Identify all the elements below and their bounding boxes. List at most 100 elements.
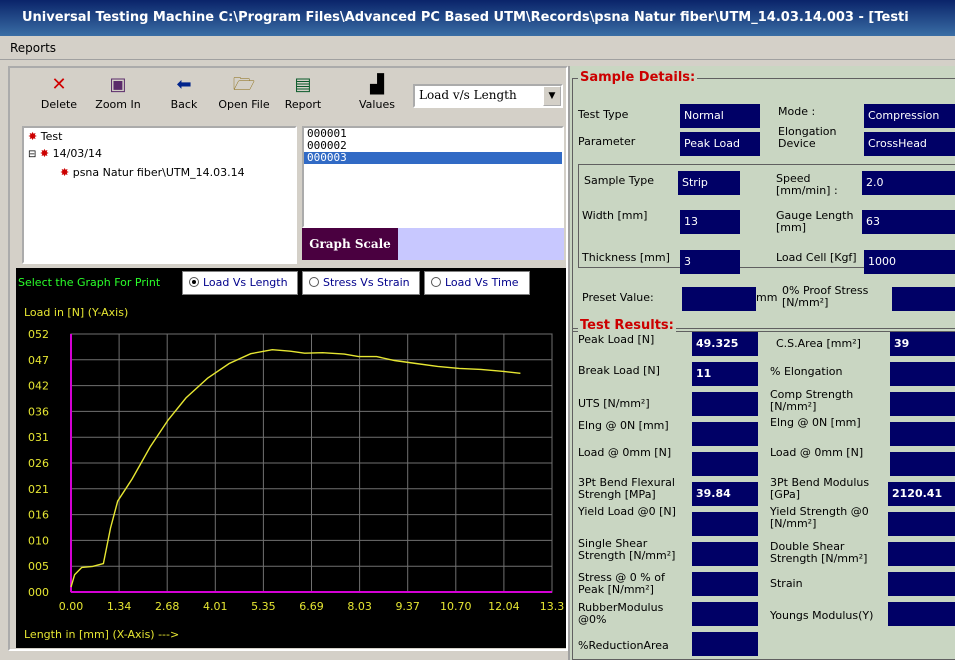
x-tick-label: 13.3: [540, 600, 565, 613]
gauge-length-value: 63: [862, 210, 955, 234]
sample-type-value: Strip: [678, 171, 740, 195]
yield-strength-value: [888, 512, 955, 536]
yield-load-value: [692, 512, 758, 536]
radio-stress-vs-strain[interactable]: Stress Vs Strain: [302, 271, 420, 295]
parameter-value: Peak Load: [680, 132, 760, 156]
break-load-label: Break Load [N]: [578, 364, 660, 377]
strain-value: [888, 572, 955, 596]
list-item[interactable]: 000002: [307, 139, 347, 152]
zoom-in-button[interactable]: ▣ Zoom In: [94, 72, 142, 120]
values-button[interactable]: ▟ Values: [352, 72, 402, 120]
preset-value-input[interactable]: [682, 287, 756, 311]
tree-record-label: psna Natur fiber\UTM_14.03.14: [72, 166, 245, 179]
double-shear-label: Double Shear Strength [N/mm²]: [770, 540, 868, 565]
double-shear-value: [888, 542, 955, 566]
flexural-strength-label: 3Pt Bend Flexural Strengh [MPa]: [578, 476, 675, 501]
graph-scale-button[interactable]: Graph Scale: [302, 228, 398, 260]
y-tick-label: 031: [28, 431, 49, 444]
thickness-label: Thickness [mm]: [582, 251, 670, 264]
x-tick-label: 9.37: [395, 600, 420, 613]
collapse-icon[interactable]: ⊟: [28, 149, 37, 160]
comp-strength-value: [890, 392, 955, 416]
chart-svg: 000 005 010 016 021 026 031 036 042 047 052 0.00 1.3…: [24, 306, 565, 641]
yield-load-label: Yield Load @0 [N]: [578, 505, 676, 518]
x-tick-label: 0.00: [59, 600, 84, 613]
radio-load-vs-length-label: Load Vs Length: [203, 276, 288, 289]
y-tick-label: 005: [28, 560, 49, 573]
test-type-value: Normal: [680, 104, 760, 128]
y-tick-label: 026: [28, 457, 49, 470]
width-value: 13: [680, 210, 740, 234]
load-0mm-value: [692, 452, 758, 476]
width-label: Width [mm]: [582, 209, 648, 222]
burst-icon: ✸: [39, 147, 50, 160]
y-tick-label: 010: [28, 534, 49, 547]
y-tick-label: 042: [28, 380, 49, 393]
cs-area-value: 39: [890, 332, 955, 356]
menu-bar: Reports: [0, 36, 955, 60]
radio-load-vs-length[interactable]: Load Vs Length: [182, 271, 298, 295]
chevron-down-icon[interactable]: ▼: [543, 86, 561, 106]
menu-reports[interactable]: Reports: [10, 41, 57, 55]
open-file-button[interactable]: 🗁 Open File: [216, 72, 272, 120]
cs-area-label: C.S.Area [mm²]: [776, 337, 861, 350]
bend-modulus-value: 2120.41: [888, 482, 955, 506]
youngs-modulus-label: Youngs Modulus(Y): [770, 609, 874, 622]
single-shear-label: Single Shear Strength [N/mm²]: [578, 537, 676, 562]
x-tick-label: 8.03: [347, 600, 372, 613]
peak-load-value: 49.325: [692, 332, 758, 356]
parameter-label: Parameter: [578, 135, 636, 148]
speed-label: Speed [mm/min] :: [776, 172, 838, 197]
graph-type-select[interactable]: Load v/s Length ▼: [413, 84, 563, 108]
window-title: Universal Testing Machine C:\Program Fil…: [0, 0, 955, 36]
radio-unselected-icon: [431, 277, 441, 287]
y-tick-label: 036: [28, 405, 49, 418]
elongation-device-value: CrossHead: [864, 132, 955, 156]
x-tick-label: 2.68: [155, 600, 180, 613]
load-cell-value: 1000: [864, 250, 955, 274]
test-results-title: Test Results:: [578, 318, 676, 333]
strain-label: Strain: [770, 577, 803, 590]
flexural-strength-value: 39.84: [692, 482, 758, 506]
tree-node-record[interactable]: ✸ psna Natur fiber\UTM_14.03.14: [60, 166, 245, 179]
peak-load-label: Peak Load [N]: [578, 333, 655, 346]
tree-node-test[interactable]: ✸ Test: [28, 130, 62, 143]
x-tick-label: 12.04: [488, 600, 520, 613]
radio-selected-icon: [189, 277, 199, 287]
radio-load-vs-time[interactable]: Load Vs Time: [424, 271, 530, 295]
x-axis-label: Length in [mm] (X-Axis) --->: [24, 628, 179, 641]
values-label: Values: [359, 98, 395, 111]
radio-unselected-icon: [309, 277, 319, 287]
list-item-selected[interactable]: 000003: [304, 152, 562, 164]
open-folder-icon: 🗁: [232, 74, 256, 95]
yield-strength-label: Yield Strength @0 [N/mm²]: [770, 505, 869, 530]
elng-0n-label: Elng @ 0N [mm]: [578, 419, 669, 432]
delete-label: Delete: [40, 98, 78, 111]
elng-0n-right-value: [890, 422, 955, 446]
tree-node-date[interactable]: ⊟ ✸ 14/03/14: [28, 147, 102, 160]
radio-stress-vs-strain-label: Stress Vs Strain: [323, 276, 410, 289]
stress-peak-label: Stress @ 0 % of Peak [N/mm²]: [578, 571, 665, 596]
mode-value: Compression: [864, 104, 955, 128]
values-icon: ▟: [370, 74, 384, 95]
delete-button[interactable]: ✕ Delete: [40, 72, 78, 120]
gauge-length-label: Gauge Length [mm]: [776, 209, 854, 234]
x-tick-label: 5.35: [251, 600, 276, 613]
elongation-value: [890, 362, 955, 386]
report-button[interactable]: ▤ Report: [276, 72, 330, 120]
preset-value-label: Preset Value:: [582, 291, 654, 304]
y-tick-label: 016: [28, 509, 49, 522]
toolbar: ✕ Delete ▣ Zoom In ⬅ Back 🗁 Open File ▤ …: [10, 72, 568, 122]
proof-stress-label: 0% Proof Stress [N/mm²]: [782, 284, 869, 309]
tree-date-label: 14/03/14: [52, 147, 103, 160]
y-tick-label: 052: [28, 328, 49, 341]
list-item[interactable]: 000001: [307, 127, 347, 140]
y-tick-label: 047: [28, 354, 49, 367]
back-button[interactable]: ⬅ Back: [166, 72, 202, 120]
open-file-label: Open File: [218, 98, 270, 111]
x-tick-label: 6.69: [299, 600, 324, 613]
burst-icon: ✸: [60, 166, 70, 179]
back-label: Back: [170, 98, 198, 111]
stress-peak-value: [692, 572, 758, 596]
load-0mm-right-label: Load @ 0mm [N]: [770, 446, 864, 459]
